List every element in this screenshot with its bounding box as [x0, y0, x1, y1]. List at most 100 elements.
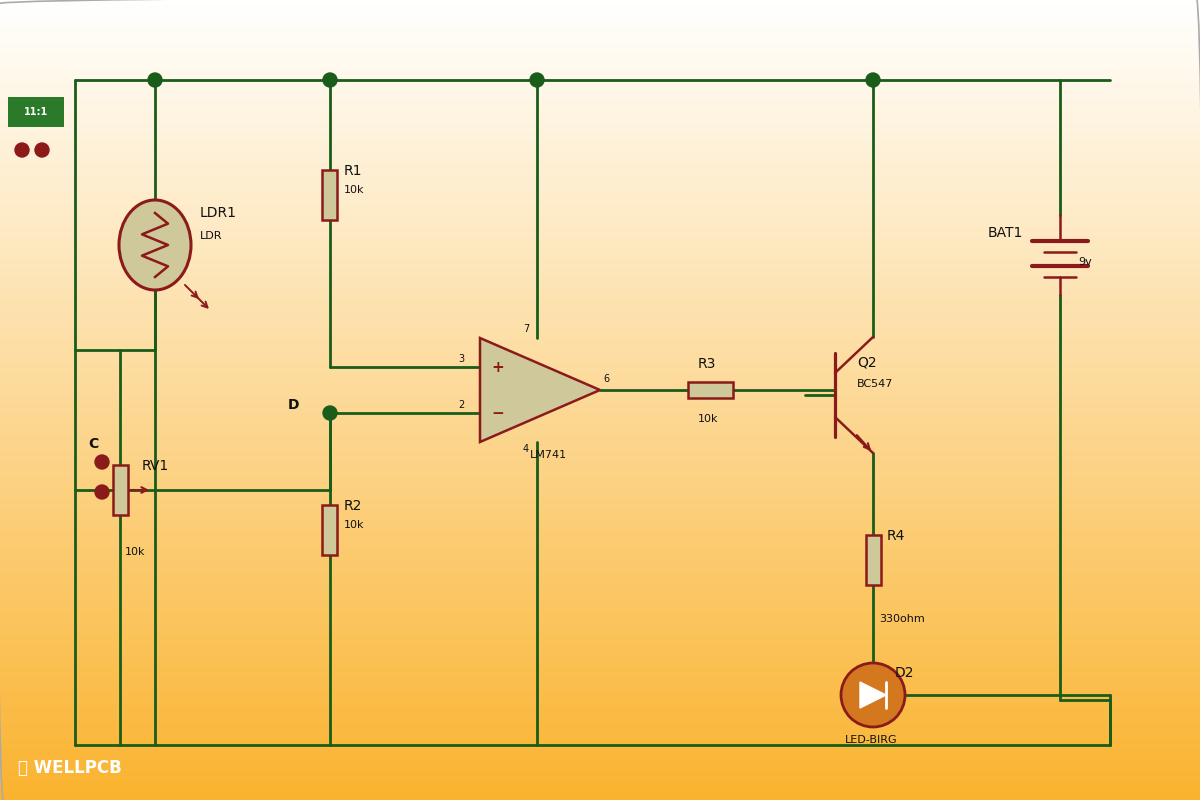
Bar	[0, 370, 1200, 374]
Bar	[0, 672, 1200, 674]
Bar	[0, 680, 1200, 682]
Bar	[0, 510, 1200, 512]
Bar	[0, 270, 1200, 272]
Bar	[0, 698, 1200, 702]
Text: 10k: 10k	[344, 185, 365, 195]
Bar	[0, 494, 1200, 496]
Bar	[0, 162, 1200, 166]
Bar	[0, 602, 1200, 606]
Bar	[0, 658, 1200, 662]
Bar	[0, 126, 1200, 128]
Bar	[0, 50, 1200, 54]
Bar	[0, 610, 1200, 614]
Text: 6: 6	[604, 374, 610, 384]
Bar	[0, 120, 1200, 122]
Text: 11:1: 11:1	[24, 107, 48, 117]
Bar	[0, 184, 1200, 186]
Bar	[0, 202, 1200, 206]
Bar	[0, 776, 1200, 778]
Bar	[0, 584, 1200, 586]
Bar	[0, 26, 1200, 30]
Bar	[0, 336, 1200, 338]
Bar	[0, 310, 1200, 312]
Text: D2: D2	[895, 666, 914, 680]
Bar	[0, 770, 1200, 774]
Text: BAT1: BAT1	[988, 226, 1024, 240]
Bar	[0, 712, 1200, 714]
Bar	[0, 248, 1200, 250]
Text: LED-BIRG: LED-BIRG	[845, 735, 898, 745]
Ellipse shape	[119, 200, 191, 290]
Bar	[0, 216, 1200, 218]
Bar	[0, 112, 1200, 114]
Bar	[0, 590, 1200, 592]
Bar	[0, 482, 1200, 486]
Circle shape	[841, 663, 905, 727]
Bar	[0, 730, 1200, 734]
Bar	[0, 710, 1200, 712]
Bar	[0, 42, 1200, 46]
Bar	[0, 274, 1200, 278]
Bar	[0, 486, 1200, 488]
Circle shape	[95, 455, 109, 469]
Bar	[0, 424, 1200, 426]
Bar	[0, 360, 1200, 362]
Bar	[0, 242, 1200, 246]
Bar	[0, 784, 1200, 786]
Bar	[0, 616, 1200, 618]
Bar	[0, 688, 1200, 690]
Bar	[0, 614, 1200, 616]
Bar	[0, 488, 1200, 490]
Bar	[0, 0, 1200, 2]
Bar	[0, 766, 1200, 768]
Bar	[0, 218, 1200, 222]
Bar	[0, 514, 1200, 518]
Bar	[0, 238, 1200, 240]
Bar	[0, 230, 1200, 232]
Bar	[0, 430, 1200, 432]
Bar	[0, 552, 1200, 554]
Bar	[0, 82, 1200, 86]
Text: R4: R4	[887, 529, 905, 543]
Bar	[0, 696, 1200, 698]
Bar	[0, 334, 1200, 336]
Bar	[0, 656, 1200, 658]
Bar	[0, 758, 1200, 760]
Bar	[0, 768, 1200, 770]
Bar	[0, 160, 1200, 162]
Bar	[0, 454, 1200, 456]
Bar	[0, 594, 1200, 598]
Bar	[0, 294, 1200, 296]
Bar	[0, 344, 1200, 346]
Text: −: −	[492, 406, 504, 421]
Circle shape	[323, 73, 337, 87]
Bar	[0, 434, 1200, 438]
Bar	[0, 558, 1200, 560]
Bar	[0, 504, 1200, 506]
Bar	[0, 498, 1200, 502]
Bar	[0, 578, 1200, 582]
Bar	[0, 158, 1200, 160]
Bar	[0, 322, 1200, 326]
Bar	[0, 562, 1200, 566]
Bar	[0, 630, 1200, 632]
Bar	[0, 86, 1200, 88]
Bar	[0, 154, 1200, 158]
Bar	[0, 502, 1200, 504]
Bar	[0, 752, 1200, 754]
Bar	[0, 278, 1200, 280]
Bar	[0, 152, 1200, 154]
Bar	[0, 168, 1200, 170]
Circle shape	[866, 73, 880, 87]
Polygon shape	[480, 338, 600, 442]
Bar	[0, 56, 1200, 58]
Text: +: +	[492, 359, 504, 374]
Bar	[0, 338, 1200, 342]
Bar	[0, 46, 1200, 48]
Bar	[0, 90, 1200, 94]
Bar	[0, 182, 1200, 184]
Bar	[0, 176, 1200, 178]
Bar	[0, 518, 1200, 520]
Bar	[0, 422, 1200, 424]
FancyBboxPatch shape	[323, 505, 337, 555]
